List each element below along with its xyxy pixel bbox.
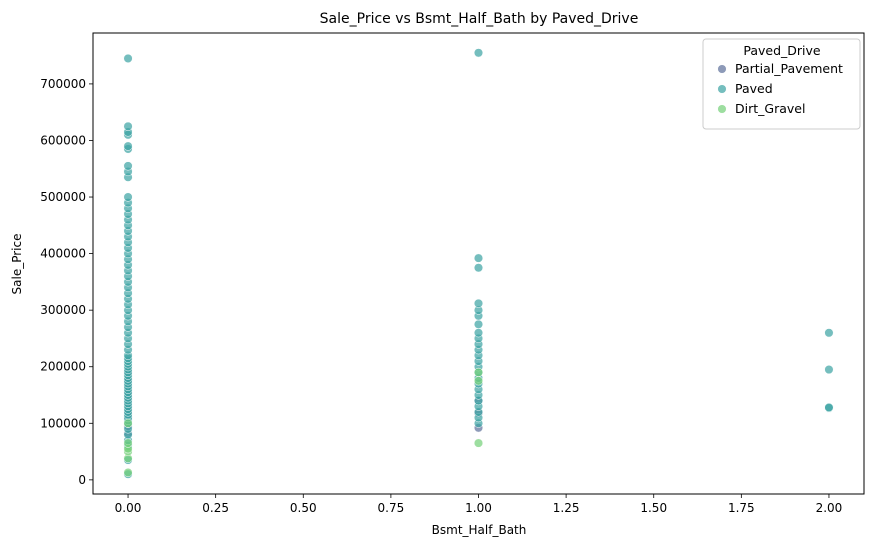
x-tick-label: 1.00 [465, 501, 492, 515]
legend-label: Paved [735, 81, 773, 96]
data-point [473, 319, 484, 329]
legend-marker [717, 104, 727, 114]
x-tick-label: 0.00 [115, 501, 142, 515]
y-tick-label: 0 [78, 473, 86, 487]
legend-label: Dirt_Gravel [735, 101, 805, 116]
x-tick-label: 0.75 [378, 501, 405, 515]
x-tick-label: 0.25 [202, 501, 229, 515]
legend-box [702, 38, 861, 130]
legend-label: Partial_Pavement [735, 61, 843, 76]
data-point [824, 328, 834, 338]
data-point [123, 467, 133, 478]
data-point [123, 121, 133, 131]
data-point [123, 418, 133, 428]
y-tick-label: 300000 [40, 303, 86, 317]
y-tick-label: 600000 [40, 133, 86, 147]
y-tick-label: 200000 [40, 360, 86, 374]
data-point [473, 48, 484, 58]
y-axis-label: Sale_Price [10, 234, 24, 295]
legend-marker [717, 64, 727, 74]
data-point [473, 438, 484, 448]
y-tick-label: 400000 [40, 247, 86, 261]
legend: Paved_Drive Partial_Pavement Paved Dirt_Gr… [702, 38, 861, 130]
legend-entries: Partial_Pavement Paved Dirt_Gravel [717, 61, 843, 116]
x-tick-label: 1.75 [728, 501, 755, 515]
data-point [473, 263, 484, 273]
y-axis-ticks: 0 100000 200000 300000 400000 500000 600000 700… [40, 77, 93, 487]
data-point [123, 192, 133, 202]
data-point [473, 376, 484, 386]
legend-marker [717, 84, 727, 94]
x-tick-label: 1.50 [640, 501, 667, 515]
y-tick-label: 100000 [40, 416, 86, 430]
data-point [123, 161, 133, 171]
data-point [123, 53, 133, 64]
data-point [473, 328, 484, 338]
data-point [473, 253, 484, 263]
data-point [473, 367, 484, 377]
x-axis-label: Bsmt_Half_Bath [432, 523, 527, 537]
plot-points [123, 48, 834, 479]
y-tick-label: 500000 [40, 190, 86, 204]
y-tick-label: 700000 [40, 77, 86, 91]
data-point [824, 365, 834, 375]
chart-title: Sale_Price vs Bsmt_Half_Bath by Paved_Dr… [320, 11, 639, 27]
data-point [123, 141, 133, 151]
x-tick-label: 2.00 [816, 501, 843, 515]
data-point [123, 438, 133, 448]
x-tick-label: 1.25 [553, 501, 580, 515]
data-point [473, 298, 484, 308]
legend-title: Paved_Drive [743, 43, 821, 58]
x-tick-label: 0.50 [290, 501, 317, 515]
x-axis-ticks: 0.00 0.25 0.50 0.75 1.00 1.25 1.50 1.75 2.00 [115, 494, 843, 515]
data-point [824, 402, 834, 413]
